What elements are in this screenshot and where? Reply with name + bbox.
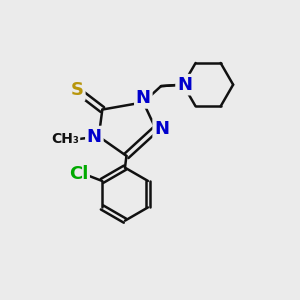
Text: S: S bbox=[71, 81, 84, 99]
Text: N: N bbox=[154, 120, 169, 138]
Text: N: N bbox=[87, 128, 102, 146]
Text: N: N bbox=[177, 76, 192, 94]
Text: Cl: Cl bbox=[69, 165, 88, 183]
Text: N: N bbox=[136, 89, 151, 107]
Text: CH₃: CH₃ bbox=[51, 133, 79, 146]
